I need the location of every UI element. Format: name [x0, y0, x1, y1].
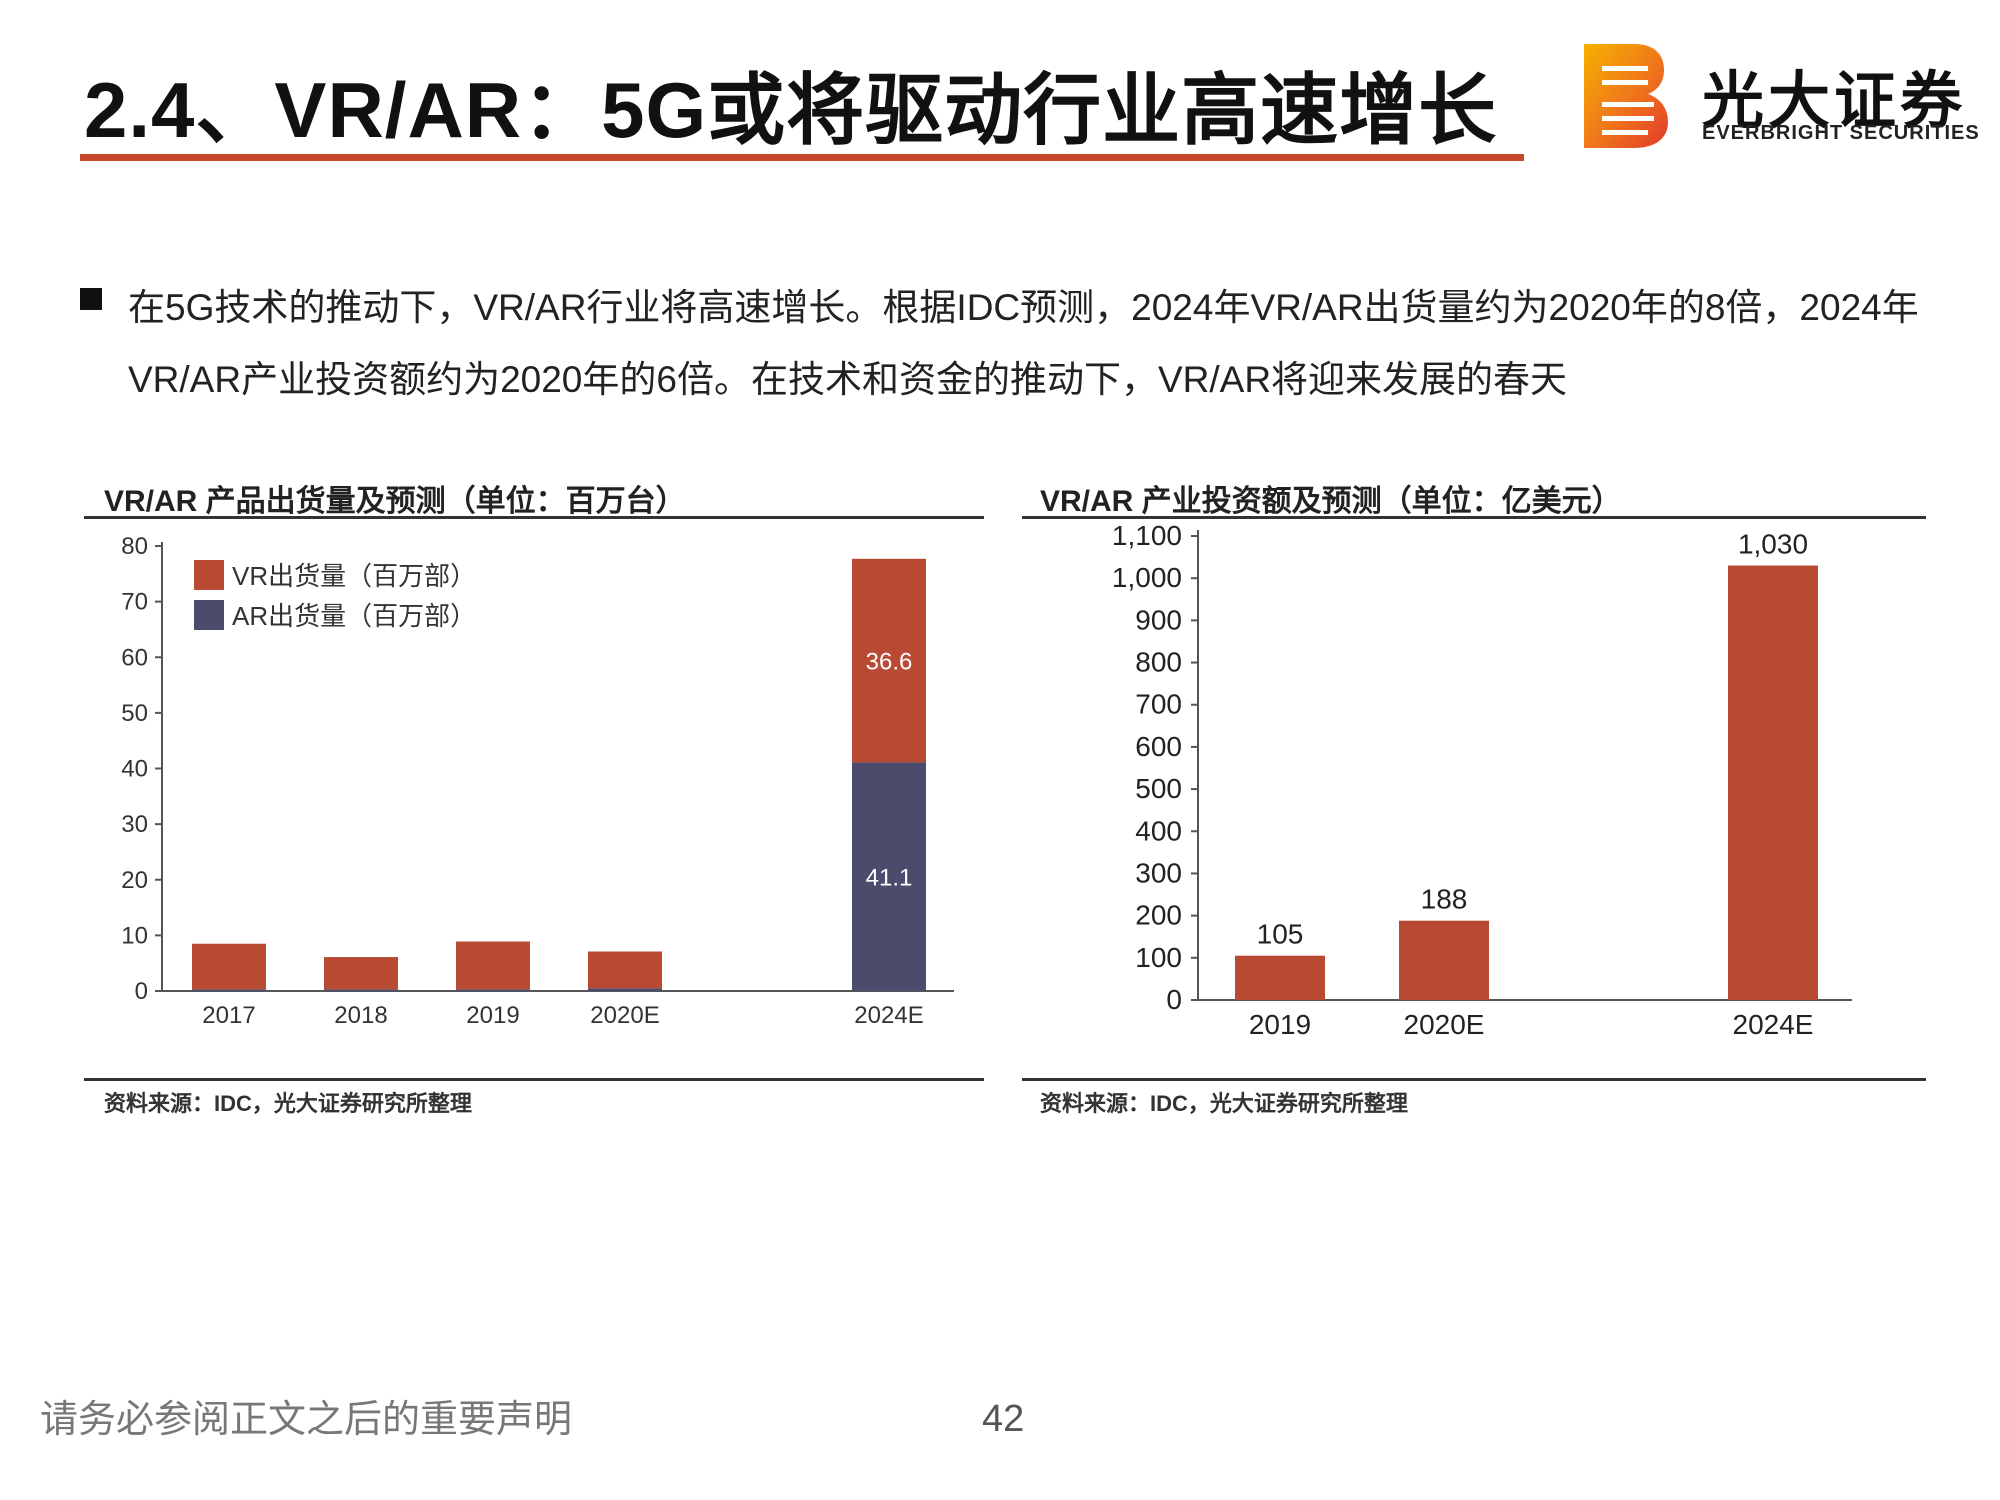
y-tick-label: 0: [1166, 984, 1182, 1015]
investment-bar: [1399, 920, 1489, 1000]
y-tick-label: 200: [1135, 900, 1182, 931]
ar-bar: [852, 762, 926, 991]
y-tick-label: 400: [1135, 815, 1182, 846]
y-tick-label: 50: [121, 700, 148, 727]
shipment-chart: 0 10 20 30 40 50 60 70 80 2017 2018 2019 2020E 2024E 4…: [121, 533, 954, 1029]
ar-bar: [588, 988, 662, 991]
right-source-note: 资料来源：IDC，光大证券研究所整理: [1040, 1091, 1408, 1116]
bullet-text: 在5G技术的推动下，VR/AR行业将高速增长。根据IDC预测，2024年VR/A…: [128, 287, 1919, 400]
y-tick-label: 700: [1135, 689, 1182, 720]
x-tick-label: 2018: [334, 1002, 387, 1029]
y-tick-label: 30: [121, 811, 148, 838]
bullet-square-icon: [80, 288, 102, 310]
y-tick-label: 0: [135, 978, 148, 1005]
left-source-note: 资料来源：IDC，光大证券研究所整理: [104, 1091, 472, 1116]
bar-value-label: 188: [1421, 884, 1468, 915]
page-title: 2.4、VR/AR：5G或将驱动行业高速增长: [84, 66, 1498, 154]
y-tick-label: 10: [121, 922, 148, 949]
vr-bar: [852, 558, 926, 763]
legend-label-ar: AR出货量（百万部）: [232, 601, 476, 631]
y-tick-label: 100: [1135, 942, 1182, 973]
y-tick-label: 70: [121, 589, 148, 616]
y-tick-label: 800: [1135, 647, 1182, 678]
y-tick-label: 300: [1135, 857, 1182, 888]
x-tick-label: 2017: [202, 1002, 255, 1029]
y-tick-label: 1,000: [1112, 562, 1182, 593]
vr-bar: [588, 951, 662, 989]
legend-swatch-ar: [194, 600, 224, 630]
vr-bar: [192, 943, 266, 990]
bar-value-label: 105: [1257, 919, 1304, 950]
legend-swatch-vr: [194, 560, 224, 590]
title-underline: [80, 154, 1524, 161]
right-top-rule: [1022, 516, 1926, 519]
right-chart-title: VR/AR 产业投资额及预测（单位：亿美元）: [1040, 485, 1622, 518]
investment-bar: [1728, 565, 1818, 1000]
disclaimer-note: 请务必参阅正文之后的重要声明: [40, 1399, 573, 1441]
left-bottom-rule: [84, 1078, 984, 1081]
ar-data-label: 41.1: [866, 865, 913, 892]
vr-bar: [324, 957, 398, 990]
left-top-rule: [84, 516, 984, 519]
everbright-b-icon: [1584, 44, 1668, 148]
x-tick-label: 2024E: [1733, 1009, 1814, 1040]
y-tick-label: 1,100: [1112, 520, 1182, 551]
investment-bar: [1235, 955, 1325, 1000]
y-tick-label: 500: [1135, 773, 1182, 804]
y-tick-label: 60: [121, 644, 148, 671]
ar-bar: [192, 989, 266, 991]
page-number: 42: [982, 1398, 1025, 1440]
ar-bar: [324, 989, 398, 991]
vr-data-label: 36.6: [866, 649, 913, 676]
y-tick-label: 40: [121, 756, 148, 783]
x-tick-label: 2019: [1249, 1009, 1311, 1040]
left-chart-title: VR/AR 产品出货量及预测（单位：百万台）: [104, 485, 686, 518]
logo-chinese-name: 光大证券: [1702, 67, 1967, 136]
vr-bar: [456, 941, 530, 990]
legend-label-vr: VR出货量（百万部）: [232, 561, 476, 591]
x-tick-label: 2019: [466, 1002, 519, 1029]
right-bottom-rule: [1022, 1078, 1926, 1081]
y-tick-label: 20: [121, 867, 148, 894]
bar-value-label: 1,030: [1738, 529, 1808, 560]
x-tick-label: 2020E: [1404, 1009, 1485, 1040]
y-tick-label: 80: [121, 533, 148, 560]
x-tick-label: 2024E: [854, 1002, 923, 1029]
ar-bar: [456, 989, 530, 991]
investment-chart: 0 100 200 300 400 500 600 700 800 900 1,000 1,100 10…: [1112, 520, 1852, 1040]
logo-english-name: EVERBRIGHT SECURITIES: [1702, 122, 1980, 144]
y-tick-label: 600: [1135, 731, 1182, 762]
y-tick-label: 900: [1135, 604, 1182, 635]
everbright-logo: 光大证券 EVERBRIGHT SECURITIES: [1584, 44, 1979, 154]
x-tick-label: 2020E: [590, 1002, 659, 1029]
